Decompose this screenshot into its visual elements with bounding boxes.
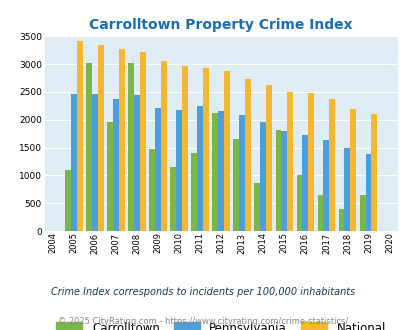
Bar	[92, 94, 98, 231]
Bar	[260, 122, 266, 231]
Bar	[155, 108, 161, 231]
Bar	[317, 195, 323, 231]
Bar	[86, 63, 92, 231]
Bar	[302, 135, 307, 231]
Bar	[128, 63, 134, 231]
Bar	[338, 209, 343, 231]
Text: © 2025 CityRating.com - https://www.cityrating.com/crime-statistics/: © 2025 CityRating.com - https://www.city…	[58, 317, 347, 326]
Bar	[197, 106, 202, 231]
Bar	[224, 71, 230, 231]
Bar	[359, 195, 364, 231]
Bar	[119, 49, 125, 231]
Bar	[107, 122, 113, 231]
Bar	[296, 175, 302, 231]
Bar	[350, 109, 355, 231]
Bar	[323, 140, 328, 231]
Bar	[212, 113, 218, 231]
Bar	[140, 52, 146, 231]
Bar	[266, 85, 271, 231]
Bar	[182, 66, 188, 231]
Bar	[113, 99, 119, 231]
Bar	[371, 114, 376, 231]
Bar	[202, 68, 209, 231]
Bar	[281, 131, 287, 231]
Bar	[275, 130, 281, 231]
Bar	[191, 153, 197, 231]
Bar	[328, 99, 335, 231]
Bar	[254, 182, 260, 231]
Bar	[239, 115, 245, 231]
Bar	[98, 45, 104, 231]
Bar	[233, 139, 239, 231]
Legend: Carrolltown, Pennsylvania, National: Carrolltown, Pennsylvania, National	[53, 319, 389, 330]
Bar	[176, 110, 182, 231]
Bar	[218, 112, 224, 231]
Bar	[170, 167, 176, 231]
Bar	[77, 41, 83, 231]
Bar	[364, 154, 371, 231]
Bar	[134, 95, 140, 231]
Bar	[149, 149, 155, 231]
Bar	[245, 79, 251, 231]
Bar	[71, 94, 77, 231]
Bar	[307, 93, 313, 231]
Text: Crime Index corresponds to incidents per 100,000 inhabitants: Crime Index corresponds to incidents per…	[51, 287, 354, 297]
Bar	[343, 148, 350, 231]
Bar	[65, 170, 71, 231]
Bar	[161, 61, 166, 231]
Bar	[287, 92, 292, 231]
Title: Carrolltown Property Crime Index: Carrolltown Property Crime Index	[89, 18, 352, 32]
